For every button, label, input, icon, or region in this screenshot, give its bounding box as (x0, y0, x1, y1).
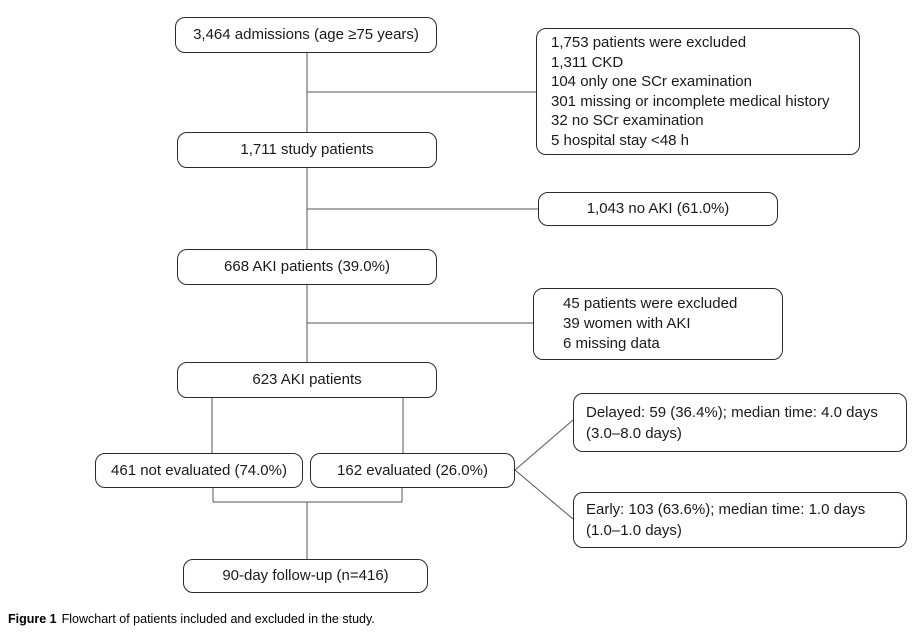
box-early: Early: 103 (63.6%); median time: 1.0 day… (573, 492, 907, 548)
box-aki-668: 668 AKI patients (39.0%) (177, 249, 437, 285)
box-evaluated-label: 162 evaluated (26.0%) (337, 461, 488, 479)
box-not-evaluated-label: 461 not evaluated (74.0%) (111, 461, 287, 479)
delayed-line: Delayed: 59 (36.4%); median time: 4.0 da… (586, 403, 878, 421)
excluded-initial-line: 104 only one SCr examination (551, 73, 752, 90)
box-admissions-label: 3,464 admissions (age ≥75 years) (193, 26, 419, 44)
excluded-aki-line: 39 women with AKI (563, 315, 691, 332)
connector-eval-to-delayed (514, 419, 574, 471)
box-followup-label: 90-day follow-up (n=416) (222, 567, 389, 585)
box-followup: 90-day follow-up (n=416) (183, 559, 428, 593)
figure-caption-label: Figure 1 (8, 612, 57, 626)
excluded-initial-line: 1,753 patients were excluded (551, 34, 747, 51)
connector-eval-to-early (514, 469, 574, 520)
excluded-initial-line: 5 hospital stay <48 h (551, 131, 690, 149)
box-no-aki: 1,043 no AKI (61.0%) (538, 192, 778, 226)
box-excluded-initial: 1,753 patients were excluded 1,311 CKD 1… (536, 28, 860, 155)
early-line: Early: 103 (63.6%); median time: 1.0 day… (586, 501, 866, 518)
box-study-patients: 1,711 study patients (177, 132, 437, 168)
box-delayed: Delayed: 59 (36.4%); median time: 4.0 da… (573, 393, 907, 452)
excluded-initial-line: 32 no SCr examination (551, 112, 704, 129)
box-aki-668-label: 668 AKI patients (39.0%) (224, 258, 390, 276)
box-excluded-aki: 45 patients were excluded 39 women with … (533, 288, 783, 360)
box-aki-623: 623 AKI patients (177, 362, 437, 398)
box-evaluated: 162 evaluated (26.0%) (310, 453, 515, 488)
box-not-evaluated: 461 not evaluated (74.0%) (95, 453, 303, 488)
figure-caption: Figure 1 Flowchart of patients included a… (8, 612, 375, 626)
figure-caption-text: Flowchart of patients included and exclu… (61, 612, 375, 626)
delayed-line: (3.0–8.0 days) (586, 424, 682, 442)
box-no-aki-label: 1,043 no AKI (61.0%) (586, 200, 730, 218)
excluded-aki-line: 45 patients were excluded (563, 295, 738, 312)
excluded-initial-line: 301 missing or incomplete medical histor… (551, 92, 830, 110)
box-study-patients-label: 1,711 study patients (240, 141, 374, 159)
excluded-aki-line: 6 missing data (563, 335, 660, 352)
excluded-initial-line: 1,311 CKD (551, 53, 624, 71)
box-aki-623-label: 623 AKI patients (252, 371, 362, 389)
box-admissions: 3,464 admissions (age ≥75 years) (175, 17, 437, 53)
early-line: (1.0–1.0 days) (586, 522, 682, 539)
